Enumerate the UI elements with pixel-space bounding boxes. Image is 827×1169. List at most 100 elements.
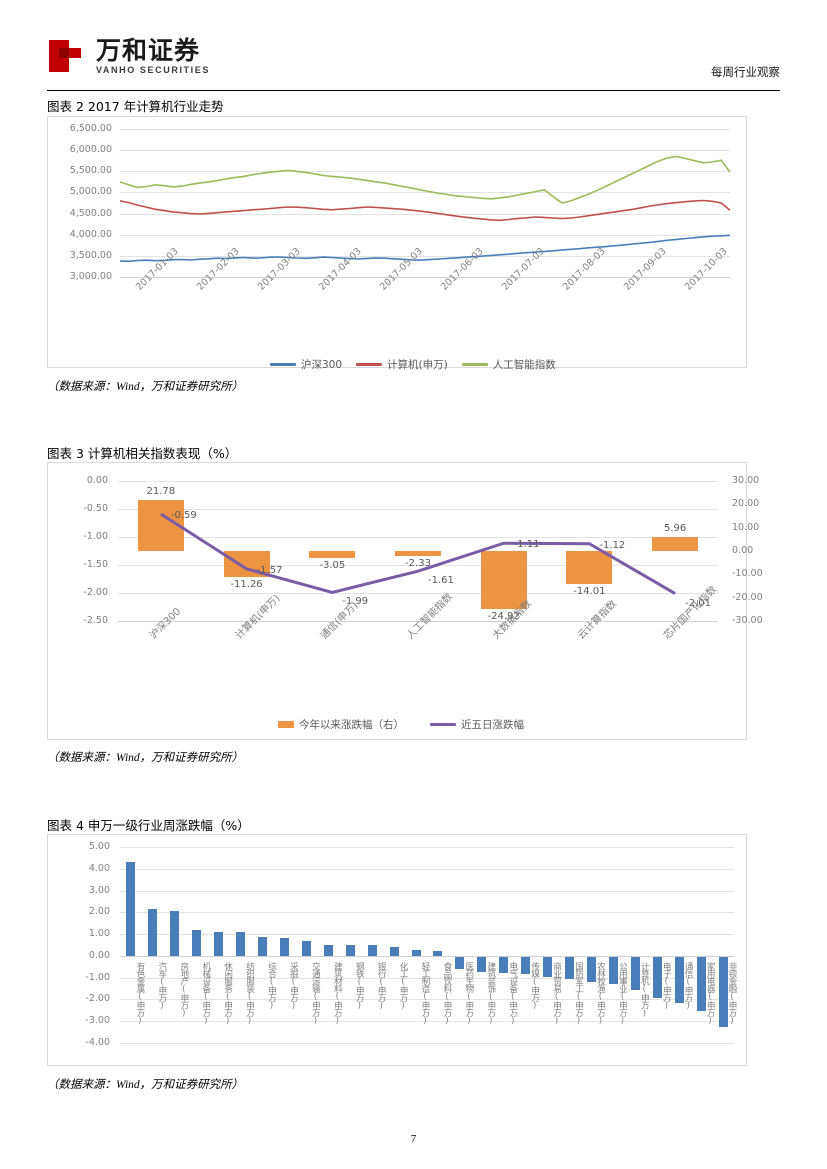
- figure-4-title: 图表 4 申万一级行业周涨跌幅（%）: [47, 818, 250, 833]
- chart3-bar: [543, 955, 553, 978]
- figure-2-title: 图表 2 2017 年计算机行业走势: [47, 99, 224, 114]
- chart1-gridline: [120, 234, 730, 236]
- chart3-category-label: 汽车(申万): [156, 961, 167, 1010]
- chart3-y-tick: 0.00: [88, 949, 110, 961]
- chart1-y-tick: 3,500.00: [69, 249, 112, 261]
- chart3-bar: [236, 932, 246, 956]
- chart3-bar: [652, 955, 662, 999]
- chart3-bar: [258, 936, 268, 956]
- chart2-gridline: [118, 537, 718, 538]
- chart2-right-tick: -10.00: [732, 568, 763, 580]
- chart3-bar: [586, 955, 596, 982]
- chart1-legend-swatch-0: [270, 363, 296, 366]
- chart2-bar-label: -2.33: [405, 558, 431, 570]
- chart3-category-label: 建筑装饰(申万): [485, 961, 496, 1025]
- chart3-y-tick: 5.00: [88, 841, 110, 852]
- chart3-y-tick: 1.00: [88, 928, 110, 940]
- chart2-gridline: [118, 509, 718, 510]
- chart3-category-label: 计算机(申万): [639, 961, 650, 1018]
- chart2-line-label: -1.57: [256, 564, 283, 576]
- chart3-gridline: [120, 999, 734, 1001]
- chart3-bar: [674, 955, 684, 1004]
- chart1-gridline: [120, 129, 730, 130]
- chart3-zero-axis: [120, 955, 734, 957]
- chart1-y-tick: 4,500.00: [69, 207, 112, 219]
- chart1-legend-item-2: 人工智能指数: [461, 357, 556, 372]
- chart3-category-label: 食品饮料(申万): [441, 961, 452, 1025]
- figure-3-chart: 0.00 -0.50 -1.00 -1.50 -2.00 -2.50 30.00 20.00 1…: [47, 462, 763, 740]
- chart2-right-tick: -30.00: [732, 615, 763, 626]
- chart3-bar: [279, 938, 289, 956]
- chart3-gridline: [120, 868, 734, 870]
- chart2-legend-item-1: 近五日涨跌幅: [430, 717, 524, 732]
- chart3-bar: [345, 945, 355, 956]
- figure-2-source: （数据来源：Wind，万和证券研究所）: [47, 381, 244, 393]
- chart1-y-tick: 6,000.00: [69, 144, 112, 156]
- chart3-category-label: 非银金融(申万): [727, 961, 738, 1025]
- chart3-category-label: 农林牧渔(申万): [595, 961, 606, 1025]
- chart1-legend-label-1: 计算机(申万): [387, 359, 448, 371]
- figure-4-source: （数据来源：Wind，万和证券研究所）: [47, 1079, 244, 1091]
- chart1-y-tick: 5,500.00: [69, 165, 112, 177]
- chart2-legend-label-1: 近五日涨跌幅: [461, 719, 524, 731]
- chart2-bar-label: 21.78: [146, 486, 176, 498]
- chart3-bar: [718, 955, 728, 1027]
- chart3-category-label: 家用电器(申万): [705, 961, 716, 1025]
- chart2-bar-label: 5.96: [664, 523, 687, 535]
- header-subtitle: 每周行业观察: [711, 65, 780, 79]
- chart2-bar: [137, 500, 184, 551]
- chart2-bar-label: -3.05: [319, 560, 346, 572]
- chart3-category-label: 综合(申万): [266, 961, 277, 1010]
- chart3-bar: [214, 931, 224, 956]
- chart3-bar: [433, 951, 443, 956]
- chart3-category-label: 轻工制造(申万): [420, 961, 431, 1025]
- chart1-series-1: [119, 199, 731, 222]
- chart3-y-tick: 4.00: [88, 862, 110, 874]
- figure-3-source: （数据来源：Wind，万和证券研究所）: [47, 752, 244, 764]
- chart2-left-tick: 0.00: [86, 475, 108, 486]
- chart3-gridline: [120, 890, 734, 892]
- chart3-gridline: [120, 1043, 734, 1044]
- chart3-bar: [565, 955, 575, 979]
- chart2-right-tick: 0.00: [732, 545, 754, 556]
- chart2-legend: 今年以来涨跌幅（右） 近五日涨跌幅: [278, 717, 524, 732]
- chart3-bar: [499, 955, 509, 974]
- chart3-gridline: [120, 934, 734, 936]
- chart1-series-2: [119, 155, 731, 204]
- logo-chinese-name: 万和证券: [96, 35, 201, 65]
- chart2-bar: [480, 551, 527, 610]
- chart3-category-label: 采掘(申万): [288, 961, 299, 1010]
- chart1-series-0: [119, 234, 731, 263]
- chart1-lines: [119, 155, 731, 263]
- page-number: 7: [410, 1133, 417, 1145]
- chart3-gridline: [120, 847, 734, 848]
- chart1-y-tick: 6,500.00: [69, 123, 112, 134]
- chart1-gridline: [120, 213, 730, 215]
- chart1-y-tick: 3,000.00: [69, 271, 112, 282]
- chart2-left-tick: -1.00: [83, 531, 108, 542]
- chart2-line-label: -1.61: [428, 575, 454, 587]
- chart2-bar: [395, 551, 441, 557]
- chart3-category-label: 银行(申万): [376, 961, 387, 1010]
- logo-wordmark: 万和证券 VANHO SECURITIES: [96, 38, 210, 75]
- chart2-left-tick: -0.50: [83, 503, 108, 514]
- chart3-category-label: 国防军工(申万): [573, 961, 584, 1025]
- chart2-line-label: -1.12: [599, 539, 626, 551]
- chart2-line-label: -0.59: [170, 510, 197, 522]
- chart3-category-label: 交通运输(申万): [310, 961, 321, 1025]
- chart2-bar-label: -11.26: [230, 579, 263, 591]
- chart3-bar: [608, 955, 618, 985]
- chart2-left-tick: -2.00: [83, 587, 108, 598]
- chart2-bar: [566, 551, 613, 584]
- chart3-category-label: 通信(申万): [683, 961, 694, 1010]
- chart3-category-label: 公用事业(申万): [617, 961, 628, 1025]
- company-logo: 万和证券 VANHO SECURITIES: [47, 36, 210, 76]
- chart3-bar: [455, 955, 465, 970]
- chart2-bar: [309, 551, 356, 559]
- chart3-category-label: 医药生物(申万): [463, 961, 474, 1025]
- chart3-category-label: 钢铁(申万): [354, 961, 365, 1010]
- chart2-right-tick: -20.00: [732, 591, 763, 603]
- chart3-category-label: 机械设备(申万): [200, 961, 211, 1025]
- chart3-y-tick: -1.00: [85, 971, 110, 983]
